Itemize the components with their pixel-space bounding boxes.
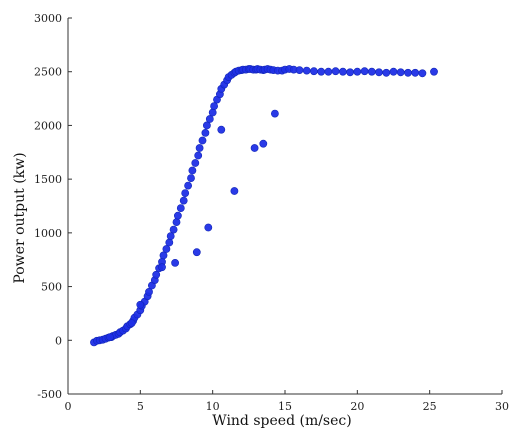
scatter-point — [192, 248, 201, 257]
scatter-point — [188, 166, 197, 175]
x-tick-label: 10 — [206, 400, 220, 413]
scatter-point — [404, 68, 412, 77]
scatter-point — [250, 144, 259, 152]
x-tick-label: 5 — [137, 400, 144, 413]
y-tick-label: -500 — [37, 388, 62, 401]
scatter-point — [176, 204, 185, 212]
scatter-point — [302, 66, 311, 75]
scatter-point — [309, 67, 318, 76]
scatter-point — [172, 218, 181, 226]
x-tick-label: 15 — [278, 400, 292, 413]
scatter-point — [204, 223, 213, 232]
scatter-point — [230, 187, 239, 195]
x-tick-label: 20 — [350, 400, 364, 413]
y-tick-label: 500 — [41, 281, 62, 294]
scatter-point — [136, 300, 145, 309]
y-tick-label: 3000 — [34, 12, 62, 25]
y-axis-title: Power output (kw) — [12, 152, 28, 283]
scatter-point — [162, 245, 171, 253]
x-tick-label: 25 — [423, 400, 437, 413]
scatter-point — [259, 139, 268, 148]
scatter-point — [270, 109, 279, 118]
scatter-point — [171, 258, 179, 267]
scatter-point — [396, 68, 405, 77]
scatter-point — [184, 181, 192, 190]
scatter-point — [191, 159, 200, 167]
scatter-point — [382, 68, 391, 77]
scatter-point — [346, 68, 354, 77]
scatter-point — [181, 189, 190, 197]
scatter-point — [159, 251, 168, 260]
scatter-point — [173, 211, 182, 220]
scatter-point — [338, 67, 347, 76]
scatter-point — [127, 319, 136, 327]
x-tick-label: 0 — [65, 400, 72, 413]
scatter-point — [195, 144, 204, 152]
scatter-point — [194, 151, 203, 160]
scatter-point — [165, 238, 174, 247]
scatter-point — [201, 128, 210, 137]
scatter-point — [152, 270, 161, 279]
y-axis: -500 0 500 1000 1500 2000 2500 3000 — [34, 12, 72, 401]
scatter-point — [360, 67, 369, 76]
y-tick-label: 0 — [55, 334, 62, 347]
x-axis: 0 5 10 15 20 25 30 — [65, 390, 509, 413]
scatter-point — [324, 67, 333, 76]
y-tick-label: 1000 — [34, 227, 62, 240]
y-tick-label: 1500 — [34, 173, 62, 186]
scatter-point — [295, 66, 304, 74]
scatter-point — [202, 121, 211, 130]
scatter-point — [205, 115, 214, 123]
scatter-point — [418, 69, 427, 78]
scatter-point — [411, 68, 420, 77]
x-axis-title: Wind speed (m/sec) — [212, 413, 351, 429]
scatter-point — [179, 196, 188, 205]
scatter-point — [166, 232, 175, 240]
x-tick-label: 30 — [495, 400, 509, 413]
y-tick-label: 2500 — [34, 66, 62, 79]
scatter-point — [389, 67, 398, 76]
scatter-point — [367, 67, 376, 76]
scatter-point — [317, 67, 326, 76]
scatter-point — [430, 67, 438, 76]
y-tick-label: 2000 — [34, 119, 62, 132]
scatter-point — [208, 108, 217, 117]
scatter-point — [353, 67, 362, 76]
scatter-point — [187, 174, 195, 182]
scatter-point — [217, 125, 226, 134]
scatter-point — [158, 263, 166, 272]
scatter-point — [210, 102, 218, 110]
scatter-points — [90, 65, 438, 347]
scatter-point — [106, 333, 114, 341]
scatter-point — [145, 287, 153, 296]
scatter-point — [375, 68, 383, 77]
scatter-point — [169, 225, 178, 234]
scatter-point — [198, 136, 207, 145]
scatter-point — [331, 67, 340, 76]
